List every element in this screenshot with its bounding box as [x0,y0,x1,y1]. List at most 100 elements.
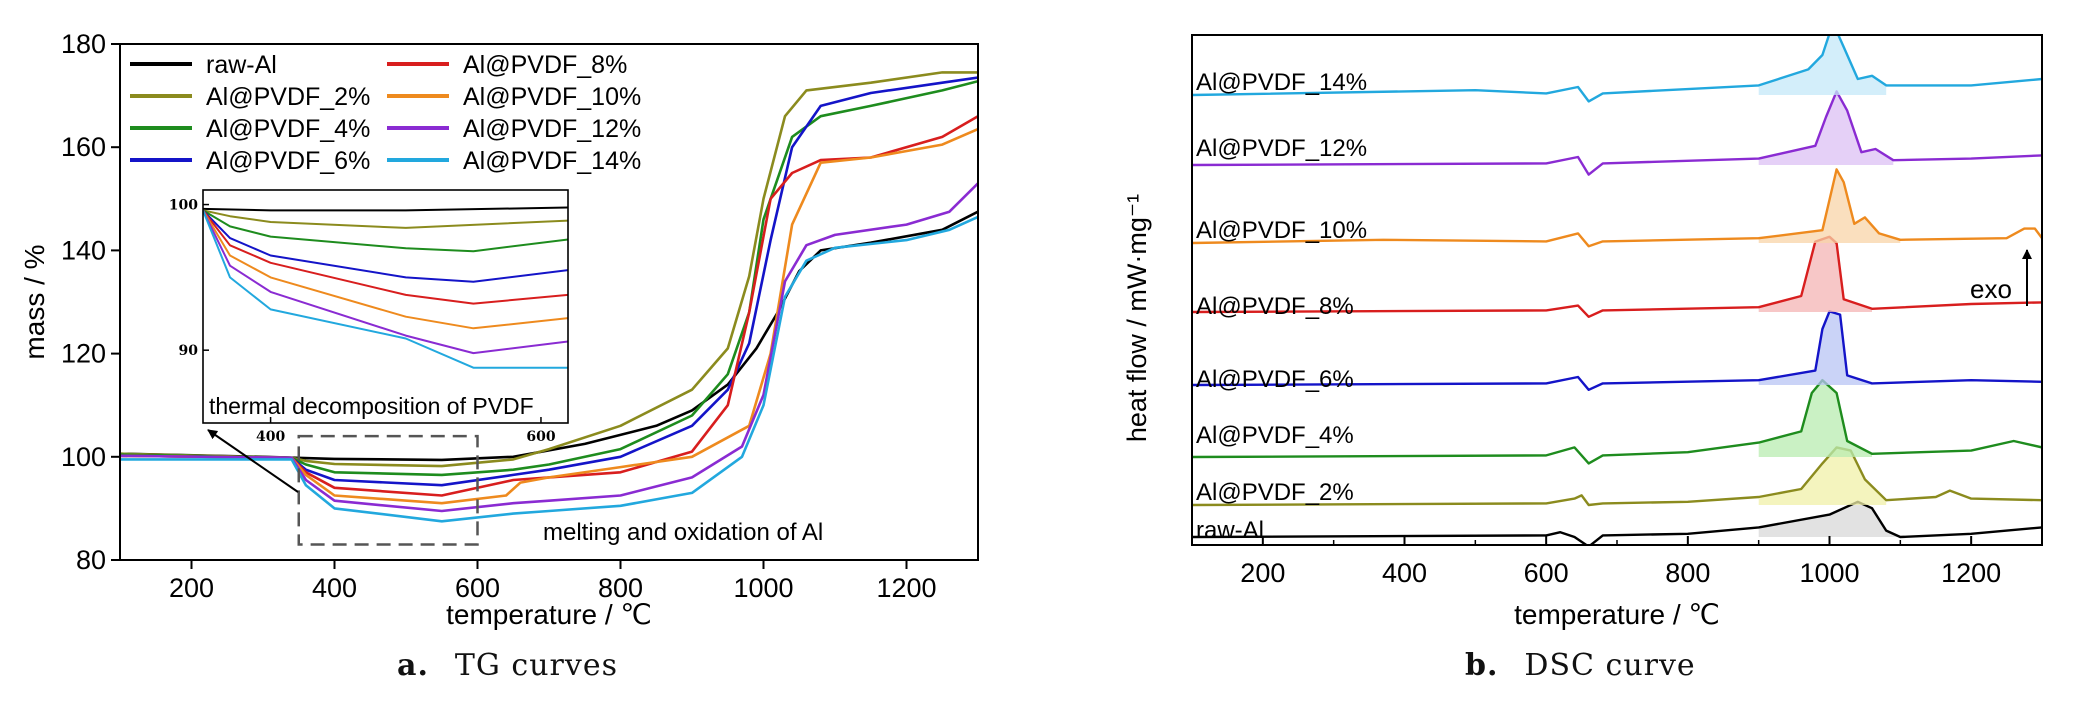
tg-inset-line-al-pvdf-2 [203,209,568,229]
tg-inset-x-tick-label: 400 [256,429,285,445]
dsc-series-label-al-pvdf-4: Al@PVDF_4% [1196,422,1354,449]
dsc-line-al-pvdf-6 [1192,310,2042,391]
tg-y-tick-label: 160 [61,132,106,162]
caption-a-text: TG curves [454,648,618,683]
dsc-series-labels: raw-Al Al@PVDF_2% Al@PVDF_4% Al@PVDF_6% Al@P… [1196,69,1367,544]
tg-inset-line-al-pvdf-6 [203,209,568,283]
tg-line-al-pvdf-4 [120,79,978,477]
tg-x-tick-label: 600 [455,573,500,603]
dsc-exo-label: exo [1970,274,2012,304]
tg-zoom-region-box [297,434,479,546]
dsc-line-al-pvdf-12 [1192,90,2042,176]
tg-inset-line-al-pvdf-12 [203,209,568,355]
tg-inset-y-tick-label: 90 [179,343,199,359]
tg-legend-label-al-pvdf-12: Al@PVDF_12% [463,115,641,143]
dsc-series-label-al-pvdf-14: Al@PVDF_14% [1196,69,1367,96]
dsc-line-al-pvdf-2 [1192,446,2042,507]
dsc-x-axis-label: temperature / ℃ [1514,599,1720,630]
tg-legend-label-al-pvdf-14: Al@PVDF_14% [463,147,641,175]
dsc-line-al-pvdf-8 [1192,235,2042,318]
tg-y-axis-label: mass / % [19,244,50,359]
dsc-series-label-al-pvdf-10: Al@PVDF_10% [1196,217,1367,244]
dsc-peak-fill-al-pvdf-14 [1758,35,1887,95]
tg-line-al-pvdf-12 [120,182,978,513]
dsc-line-raw-al [1192,500,2042,545]
tg-x-tick-label: 1000 [733,573,793,603]
tg-y-tick-label: 120 [61,339,106,369]
tg-inset-line-al-pvdf-8 [203,209,568,305]
dsc-plot-frame [1191,34,2043,546]
tg-legend: raw-Al Al@PVDF_2% Al@PVDF_4% Al@PVDF_6% Al@P… [130,51,641,175]
tg-legend-label-raw-al: raw-Al [206,51,277,79]
tg-inset-frame [202,189,569,424]
dsc-y-axis-label: heat flow / mW·mg⁻¹ [1122,194,1152,442]
dsc-line-al-pvdf-10 [1192,168,2042,248]
tg-x-tick-label: 1200 [876,573,936,603]
tg-line-al-pvdf-10 [120,127,978,505]
tg-chart: 200 400 600 800 1000 1200 80 100 120 140 160 180 t… [19,29,979,630]
tg-inset-series-group [203,206,568,369]
dsc-chart: 200 400 600 800 1000 1200 raw-Al Al@PVDF_2% Al@… [1122,34,2043,630]
caption-a: a. TG curves [397,648,618,683]
dsc-x-tick-label: 400 [1382,558,1427,588]
tg-inset-line-raw-al [203,206,568,212]
dsc-series-label-raw-al: raw-Al [1196,517,1264,544]
tg-line-al-pvdf-14 [120,215,978,523]
tg-legend-label-al-pvdf-4: Al@PVDF_4% [206,115,370,143]
tg-x-ticks: 200 400 600 800 1000 1200 [169,560,937,603]
dsc-x-tick-label: 1000 [1799,558,1859,588]
tg-y-tick-label: 180 [61,29,106,59]
caption-b-text: DSC curve [1524,648,1696,683]
caption-b-letter: b. [1465,648,1499,683]
dsc-line-al-pvdf-14 [1192,35,2042,103]
tg-y-tick-label: 140 [61,235,106,265]
tg-x-tick-label: 200 [169,573,214,603]
tg-x-tick-label: 800 [598,573,643,603]
tg-x-tick-label: 400 [312,573,357,603]
dsc-x-tick-label: 600 [1524,558,1569,588]
tg-y-tick-label: 80 [76,545,106,575]
tg-inset-line-al-pvdf-4 [203,209,568,253]
dsc-series-label-al-pvdf-12: Al@PVDF_12% [1196,135,1367,162]
dsc-peak-fill-al-pvdf-8 [1758,236,1872,312]
caption-b: b. DSC curve [1465,648,1696,683]
tg-inset-line-al-pvdf-14 [203,210,568,369]
tg-inset-pointer-arrow [207,429,299,493]
dsc-x-tick-label: 800 [1665,558,1710,588]
dsc-peak-fill-al-pvdf-2 [1758,447,1887,505]
tg-legend-label-al-pvdf-2: Al@PVDF_2% [206,83,370,111]
dsc-series-label-al-pvdf-2: Al@PVDF_2% [1196,479,1354,506]
dsc-peak-fill-al-pvdf-10 [1758,169,1901,243]
dsc-series-group [1192,35,2042,545]
tg-inset-line-al-pvdf-10 [203,209,568,330]
tg-y-tick-label: 100 [61,442,106,472]
tg-inset-annotation: thermal decomposition of PVDF [209,393,534,419]
tg-line-al-pvdf-6 [120,76,978,487]
tg-x-axis-label: temperature / ℃ [446,599,652,630]
dsc-x-tick-label: 1200 [1941,558,2001,588]
tg-inset-ticks: 400 600 90 100 [169,198,556,445]
tg-inset-background [203,190,568,423]
dsc-line-al-pvdf-4 [1192,379,2042,465]
tg-legend-label-al-pvdf-8: Al@PVDF_8% [463,51,627,79]
dsc-series-label-al-pvdf-6: Al@PVDF_6% [1196,366,1354,393]
dsc-peak-fill-al-pvdf-6 [1758,311,1872,385]
dsc-series-label-al-pvdf-8: Al@PVDF_8% [1196,293,1354,320]
caption-a-letter: a. [397,648,429,683]
tg-y-ticks: 80 100 120 140 160 180 [61,29,120,575]
dsc-peak-fill-al-pvdf-4 [1758,380,1872,457]
tg-annotation-melting: melting and oxidation of Al [543,519,823,546]
tg-inset-y-tick-label: 100 [169,198,198,214]
dsc-peak-fill-al-pvdf-12 [1758,91,1894,165]
tg-line-al-pvdf-2 [120,71,978,468]
dsc-x-ticks: 200 400 600 800 1000 1200 [1240,536,2001,588]
tg-legend-label-al-pvdf-6: Al@PVDF_6% [206,147,370,175]
tg-inset-x-tick-label: 600 [526,429,555,445]
tg-plot-frame [119,43,979,561]
dsc-peak-fill-raw-al [1758,501,1901,537]
dsc-x-tick-label: 200 [1240,558,1285,588]
tg-line-al-pvdf-8 [120,115,978,497]
tg-legend-label-al-pvdf-10: Al@PVDF_10% [463,83,641,111]
tg-inset: 400 600 90 100 thermal decomposition of PVD… [169,189,569,445]
